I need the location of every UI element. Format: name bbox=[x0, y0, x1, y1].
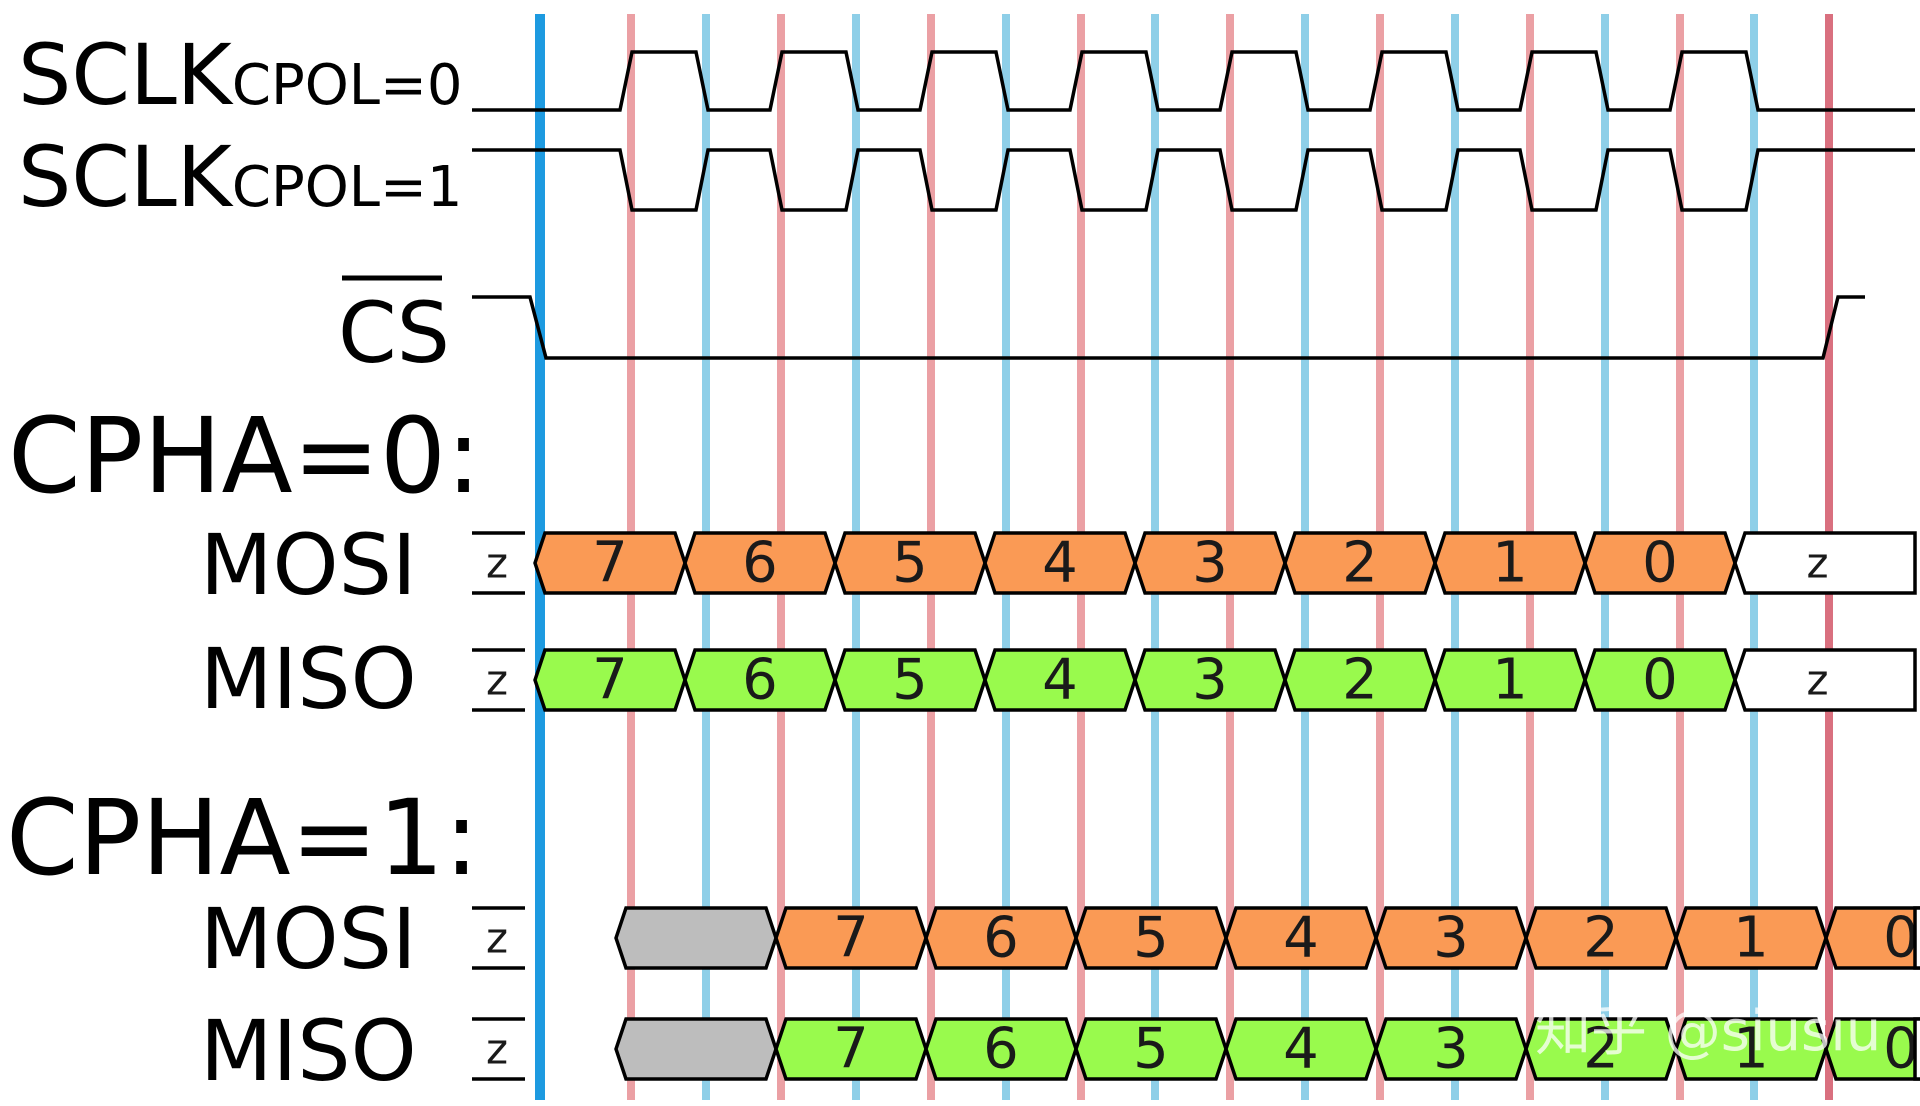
bus-z-label: z bbox=[486, 914, 508, 963]
sclk-cpol1-waveform bbox=[472, 148, 1915, 212]
sclk-cpol0-waveform bbox=[472, 50, 1915, 112]
bus-bit-label: 1 bbox=[1733, 1017, 1769, 1082]
cpha1-miso-label: MISO bbox=[200, 1002, 417, 1100]
bus-bit-label: 0 bbox=[1642, 531, 1678, 596]
bus-bit-label: 1 bbox=[1492, 648, 1528, 713]
cs-label: CS bbox=[338, 284, 450, 382]
sclk-cpol1-name: SCLK bbox=[18, 128, 234, 226]
bus-hiz-segment bbox=[1733, 648, 1917, 712]
bus-bit-label: 3 bbox=[1433, 906, 1469, 971]
bus-bit-label: 6 bbox=[742, 531, 778, 596]
bus-bit-label: 0 bbox=[1642, 648, 1678, 713]
bus-bit-label: 5 bbox=[892, 531, 928, 596]
bus-bit-label: 1 bbox=[1492, 531, 1528, 596]
sclk-cpol0-label: SCLKCPOL=0 bbox=[18, 26, 463, 124]
cpha0-mosi-bus: z 7 6 5 4 3 2 1 0 z bbox=[472, 531, 1917, 596]
bus-bit-segment bbox=[1824, 1017, 1920, 1081]
bus-bit-label: 2 bbox=[1342, 531, 1378, 596]
bus-bit-label: 3 bbox=[1192, 531, 1228, 596]
cpha0-mosi-label: MOSI bbox=[200, 516, 417, 614]
cpha0-miso-label: MISO bbox=[200, 630, 417, 728]
watermark: 知乎 @siusiu bbox=[1535, 999, 1881, 1064]
cpha1-mosi-label: MOSI bbox=[200, 890, 417, 988]
bus-bit-label: 3 bbox=[1433, 1017, 1469, 1082]
bus-bit-label: 6 bbox=[983, 906, 1019, 971]
bus-bit-label: 2 bbox=[1583, 1017, 1619, 1082]
bus-bit-label: 5 bbox=[1133, 906, 1169, 971]
sclk-cpol1-label: SCLKCPOL=1 bbox=[18, 128, 463, 226]
bus-bit-label: 2 bbox=[1583, 906, 1619, 971]
bus-bit-label: 4 bbox=[1283, 1017, 1319, 1082]
cs-waveform bbox=[472, 295, 1865, 360]
cpha0-miso-bus: z 7 6 5 4 3 2 1 0 z bbox=[472, 648, 1917, 713]
sclk-cpol0-subscript: CPOL=0 bbox=[232, 53, 463, 118]
bus-bit-label: 7 bbox=[592, 531, 628, 596]
bus-z-label: z bbox=[486, 539, 508, 588]
bus-hiz-segment bbox=[1913, 906, 1920, 970]
bus-undefined-segment bbox=[614, 1017, 778, 1081]
bus-bit-label: 6 bbox=[742, 648, 778, 713]
bus-z-label: z bbox=[486, 656, 508, 705]
sclk-cpol1-subscript: CPOL=1 bbox=[232, 155, 463, 220]
bus-z-label: z bbox=[1806, 539, 1828, 588]
bus-bit-label: 0 bbox=[1883, 1017, 1919, 1082]
bus-bit-label: 4 bbox=[1042, 648, 1078, 713]
bus-bit-label: 1 bbox=[1733, 906, 1769, 971]
bus-bit-label: 5 bbox=[1133, 1017, 1169, 1082]
bus-hiz-segment bbox=[1733, 531, 1917, 595]
sclk-cpol0-name: SCLK bbox=[18, 26, 234, 124]
bus-bit-label: 2 bbox=[1342, 648, 1378, 713]
cpha1-title: CPHA=1: bbox=[6, 777, 479, 899]
bus-bit-segment bbox=[1824, 906, 1920, 970]
bus-bit-label: 5 bbox=[892, 648, 928, 713]
bus-hiz-segment bbox=[1913, 1017, 1920, 1081]
bus-bit-label: 4 bbox=[1042, 531, 1078, 596]
bus-undefined-segment bbox=[614, 906, 778, 970]
bus-bit-label: 3 bbox=[1192, 648, 1228, 713]
bus-bit-label: 7 bbox=[592, 648, 628, 713]
bus-bit-label: 4 bbox=[1283, 906, 1319, 971]
bus-z-label: z bbox=[486, 1025, 508, 1074]
bus-z-label: z bbox=[1806, 656, 1828, 705]
bus-bit-label: 7 bbox=[833, 906, 869, 971]
cpha0-title: CPHA=0: bbox=[8, 395, 481, 517]
bus-bit-label: 6 bbox=[983, 1017, 1019, 1082]
bus-bit-label: 7 bbox=[833, 1017, 869, 1082]
bus-bit-label: 0 bbox=[1883, 906, 1919, 971]
